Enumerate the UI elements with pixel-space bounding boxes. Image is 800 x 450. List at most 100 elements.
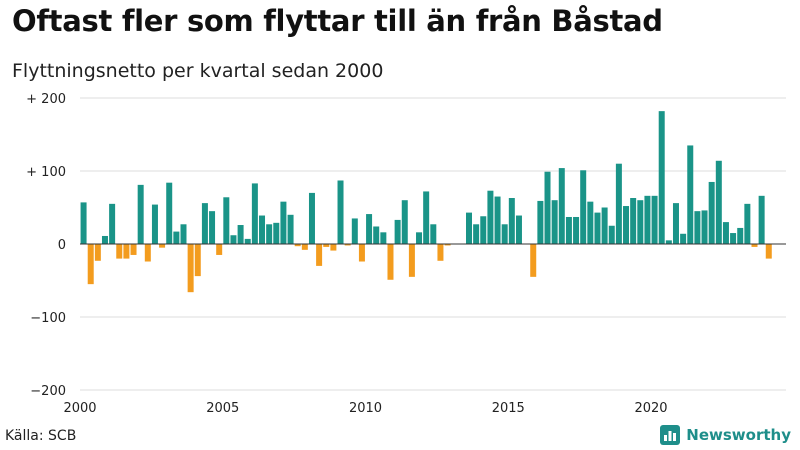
x-tick-label: 2005	[206, 401, 239, 416]
bar	[366, 214, 373, 244]
bar	[444, 244, 451, 246]
bar	[301, 244, 308, 250]
bar	[608, 225, 615, 244]
bar	[244, 238, 251, 244]
x-tick-label: 2000	[63, 401, 96, 416]
bar	[594, 212, 601, 244]
bar	[715, 160, 722, 244]
y-tick-label: 0	[58, 238, 66, 253]
bar	[644, 195, 651, 244]
bar	[708, 181, 715, 244]
bar	[508, 198, 515, 244]
bar	[280, 201, 287, 244]
bar	[672, 203, 679, 244]
bar-series	[80, 111, 772, 293]
bar	[237, 225, 244, 244]
bar	[637, 200, 644, 244]
bar	[694, 211, 701, 244]
bar	[630, 198, 637, 244]
bar	[487, 190, 494, 244]
bar	[323, 244, 330, 247]
bar	[751, 244, 758, 247]
bar	[109, 203, 116, 244]
bar	[558, 168, 565, 244]
bar	[80, 202, 87, 244]
bar	[101, 235, 108, 244]
bar	[294, 244, 301, 247]
bar	[230, 235, 237, 244]
bar	[473, 224, 480, 244]
bar	[551, 200, 558, 244]
bar	[316, 244, 323, 266]
bar	[159, 244, 166, 248]
x-axis-labels: 2000 2005 2010 2015 2020	[63, 401, 667, 416]
bar	[166, 182, 173, 244]
bar	[287, 214, 294, 244]
bar	[580, 170, 587, 244]
bar	[530, 244, 537, 277]
bar	[722, 222, 729, 244]
bar	[266, 224, 273, 244]
bar	[665, 240, 672, 244]
x-tick-label: 2010	[349, 401, 382, 416]
bar	[337, 180, 344, 244]
bar	[173, 231, 180, 244]
source-note: Källa: SCB	[5, 428, 77, 444]
bar	[730, 233, 737, 244]
bar	[651, 195, 658, 244]
y-axis-labels: + 200 + 100 0 −100 −200	[26, 92, 66, 399]
y-tick-label: −200	[30, 384, 66, 399]
bar	[587, 201, 594, 244]
bar	[308, 192, 315, 244]
brand-logo: Newsworthy	[660, 425, 791, 445]
bar	[344, 244, 351, 246]
bar	[408, 244, 415, 277]
bar	[416, 232, 423, 244]
y-tick-label: −100	[30, 311, 66, 326]
bar	[209, 211, 216, 244]
bar	[430, 224, 437, 244]
bar	[765, 244, 772, 259]
x-tick-label: 2020	[634, 401, 667, 416]
bar	[223, 197, 230, 244]
bar	[144, 244, 151, 262]
bar	[123, 244, 130, 259]
bar	[737, 227, 744, 244]
bar	[537, 200, 544, 244]
bar	[494, 196, 501, 244]
bar	[380, 232, 387, 244]
bar	[680, 233, 687, 244]
bar	[330, 244, 337, 251]
bar	[387, 244, 394, 280]
chart-subtitle: Flyttningsnetto per kvartal sedan 2000	[12, 60, 384, 82]
bar	[94, 244, 101, 261]
bar-chart-logo-icon	[660, 425, 681, 445]
y-tick-label: + 100	[26, 165, 66, 180]
bar	[251, 183, 258, 244]
bar	[194, 244, 201, 277]
bar	[544, 171, 551, 244]
bar	[351, 218, 358, 244]
bar	[615, 163, 622, 244]
bar	[373, 226, 380, 244]
bar	[701, 210, 708, 244]
bar	[187, 244, 194, 293]
bar	[259, 215, 266, 244]
bar	[273, 222, 280, 244]
bar	[151, 204, 158, 244]
grid-lines	[80, 97, 786, 391]
chart-title: Oftast fler som flyttar till än från Bås…	[12, 4, 663, 38]
bar	[180, 224, 187, 244]
bar	[130, 244, 137, 255]
x-tick-label: 2015	[492, 401, 525, 416]
bar	[87, 244, 94, 285]
y-tick-label: + 200	[26, 92, 66, 107]
bar	[437, 244, 444, 261]
bar	[401, 200, 408, 244]
bar	[623, 206, 630, 244]
bar	[201, 203, 208, 244]
bar	[758, 195, 765, 244]
bar	[116, 244, 123, 259]
bar	[658, 111, 665, 244]
